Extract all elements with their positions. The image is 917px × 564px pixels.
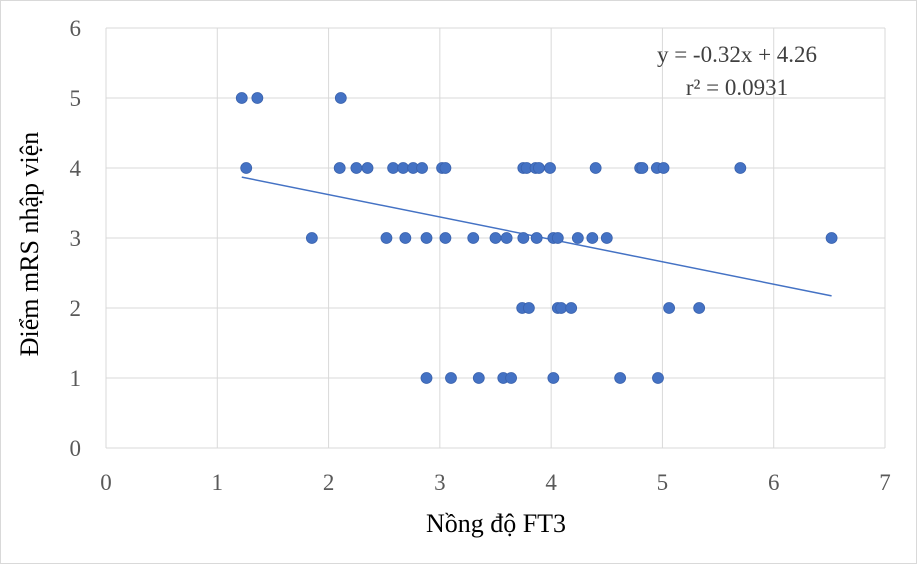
data-point — [734, 162, 747, 174]
data-point — [361, 162, 374, 174]
data-point — [380, 232, 393, 244]
x-axis-ticks: 0 1 2 3 4 5 6 7 — [100, 470, 891, 495]
y-axis-ticks: 0 1 2 3 4 5 6 — [70, 16, 82, 461]
x-tick-label: 1 — [212, 470, 224, 495]
data-point — [416, 162, 428, 174]
data-point — [517, 232, 530, 244]
trendline-equation: y = -0.32x + 4.26 — [657, 42, 817, 67]
data-point — [600, 232, 613, 244]
y-axis-title: Điểm mRS nhập viện — [15, 132, 44, 357]
x-tick-label: 4 — [545, 470, 557, 495]
data-point — [571, 232, 584, 244]
data-point — [505, 372, 517, 384]
data-point — [489, 232, 502, 244]
data-point — [586, 232, 599, 244]
data-point — [472, 372, 485, 384]
data-point — [547, 372, 560, 384]
x-tick-label: 5 — [657, 470, 669, 495]
data-point — [551, 232, 564, 244]
data-point — [467, 232, 480, 244]
data-point — [439, 232, 452, 244]
data-point — [333, 162, 346, 174]
y-tick-label: 3 — [70, 226, 82, 251]
data-point — [420, 232, 433, 244]
y-tick-label: 1 — [70, 366, 82, 391]
data-point — [693, 302, 706, 314]
r-squared-label: r² = 0.0931 — [686, 75, 788, 100]
data-point — [522, 302, 535, 314]
data-point — [657, 162, 670, 174]
x-tick-label: 2 — [323, 470, 335, 495]
y-tick-label: 4 — [70, 156, 82, 181]
data-point — [544, 162, 556, 174]
data-point — [533, 162, 545, 174]
y-tick-label: 6 — [70, 16, 82, 41]
y-tick-label: 0 — [70, 436, 82, 461]
data-point — [439, 162, 452, 174]
data-point — [251, 92, 264, 104]
data-point — [305, 232, 318, 244]
data-point — [445, 372, 457, 384]
x-tick-label: 0 — [100, 470, 112, 495]
data-point — [399, 232, 412, 244]
data-point — [530, 232, 543, 244]
data-point — [589, 162, 602, 174]
data-point — [555, 302, 568, 314]
data-point — [652, 372, 664, 384]
y-tick-label: 2 — [70, 296, 82, 321]
data-point — [235, 92, 248, 104]
x-tick-label: 6 — [768, 470, 780, 495]
data-point — [240, 162, 253, 174]
data-point — [636, 162, 649, 174]
x-tick-label: 7 — [879, 470, 891, 495]
data-point — [420, 372, 433, 384]
data-point — [565, 302, 578, 314]
data-point — [500, 232, 513, 244]
x-axis-title: Nồng độ FT3 — [426, 509, 566, 538]
data-point — [663, 302, 676, 314]
data-point — [614, 372, 627, 384]
data-point — [350, 162, 363, 174]
data-point — [334, 92, 347, 104]
data-points — [235, 92, 838, 384]
x-tick-label: 3 — [434, 470, 446, 495]
data-point — [825, 232, 838, 244]
y-tick-label: 5 — [70, 86, 82, 111]
data-point — [397, 162, 410, 174]
data-point — [387, 162, 400, 174]
